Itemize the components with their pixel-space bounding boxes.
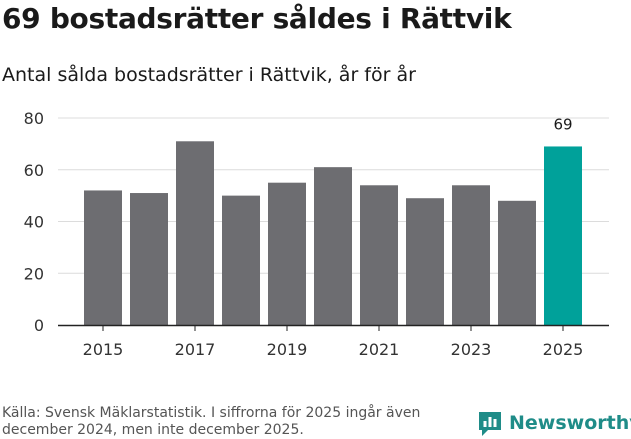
bar-2024	[498, 200, 536, 325]
x-tick-label: 2023	[451, 340, 492, 359]
x-tick-label: 2021	[359, 340, 400, 359]
x-tick-label: 2017	[175, 340, 216, 359]
y-tick-label: 40	[24, 213, 44, 232]
brand-name: Newsworthy	[509, 412, 631, 434]
source-note: Källa: Svensk Mäklarstatistik. I siffror…	[2, 405, 421, 438]
bar-2022	[406, 198, 444, 325]
newsworthy-brand[interactable]: Newsworthy	[476, 408, 631, 438]
bar-2016	[130, 193, 168, 325]
newsworthy-logo-icon	[479, 412, 501, 436]
bar-2019	[268, 182, 306, 325]
bar-2021	[360, 185, 398, 325]
x-tick-label: 2015	[83, 340, 124, 359]
bar-2025	[544, 146, 582, 325]
bar-chart: 0 20 40 60 80 2015 2017 2019 2021 2023 2025 69	[24, 109, 609, 359]
bar-2015	[84, 190, 122, 325]
chart-subtitle: Antal sålda bostadsrätter i Rättvik, år …	[2, 64, 416, 86]
x-tick-label: 2019	[267, 340, 308, 359]
y-tick-label: 0	[34, 316, 44, 335]
bar-2018	[222, 195, 260, 325]
y-tick-label: 80	[24, 109, 44, 128]
chart-title: 69 bostadsrätter såldes i Rättvik	[2, 2, 512, 35]
bar-2017	[176, 141, 214, 325]
bar-2023	[452, 185, 490, 325]
y-tick-label: 20	[24, 264, 44, 283]
bar-2020	[314, 167, 352, 325]
x-tick-label: 2025	[543, 340, 584, 359]
y-tick-label: 60	[24, 161, 44, 180]
data-label-2025: 69	[553, 115, 572, 133]
